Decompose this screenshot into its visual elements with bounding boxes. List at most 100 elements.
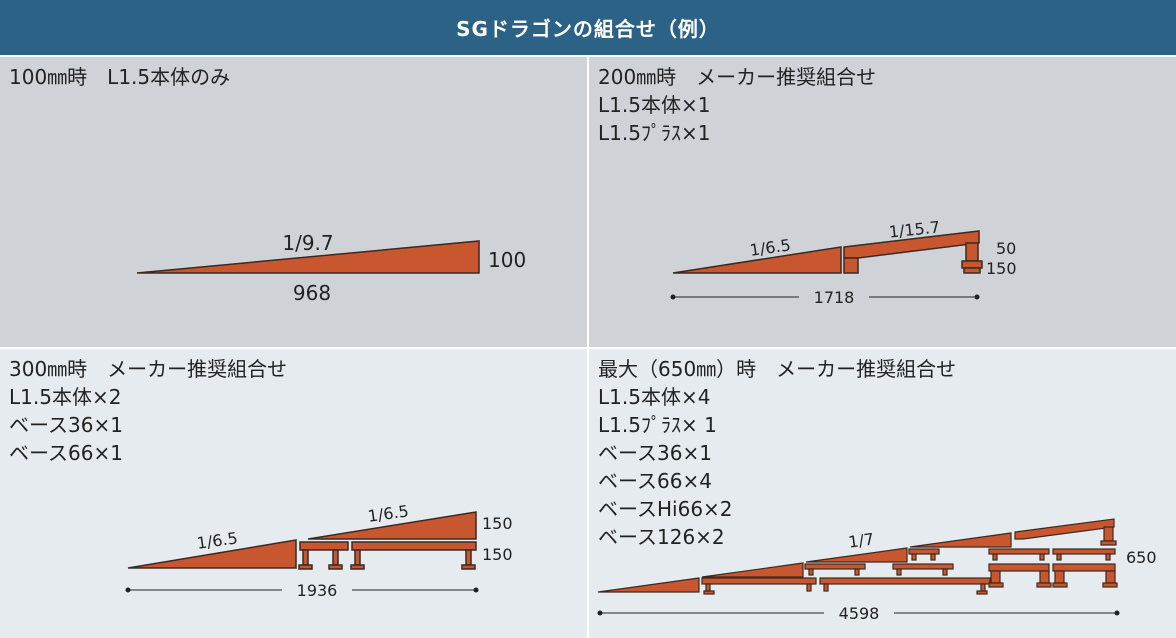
- panel-line: L1.5本体×4: [598, 385, 711, 409]
- panel-line: L1.5本体×1: [598, 93, 711, 117]
- ramp-body: [805, 547, 908, 563]
- base-leg: [911, 553, 917, 561]
- height-label: 150: [986, 259, 1017, 278]
- ramp-body: [701, 562, 804, 578]
- ramp-body: [909, 532, 1012, 548]
- base-hi-top: [988, 563, 1050, 572]
- dimension-end: [1114, 610, 1120, 616]
- base-leg: [942, 568, 948, 576]
- base-leg: [1105, 553, 1111, 561]
- base-plate: [963, 267, 981, 274]
- height-label: 650: [1126, 548, 1157, 567]
- dimension-end: [974, 294, 980, 300]
- base-36-foot: [328, 564, 343, 570]
- base-foot: [988, 582, 1004, 588]
- base-foot: [1102, 582, 1118, 588]
- base-66-leg: [465, 549, 472, 566]
- panel-text: 100㎜時 L1.5本体のみ: [9, 63, 230, 91]
- base-36-leg: [302, 549, 309, 566]
- ramp-diagram-100mm: 1/9.7 968 100: [136, 231, 526, 305]
- ramp-body: [672, 246, 842, 274]
- base-top: [908, 548, 940, 555]
- panel-300mm: 300㎜時 メーカー推奨組合せ L1.5本体×2 ベース36×1 ベース66×1…: [0, 349, 587, 638]
- height-label: 150: [482, 545, 513, 564]
- base-foot: [961, 260, 983, 269]
- base-post: [965, 242, 979, 262]
- panel-line: 最大（650㎜）時 メーカー推奨組合せ: [598, 357, 957, 381]
- base-hi-leg: [1105, 570, 1116, 584]
- panel-text: 300㎜時 メーカー推奨組合せ L1.5本体×2 ベース36×1 ベース66×1: [9, 355, 287, 467]
- base-top: [892, 563, 954, 570]
- base-top: [804, 563, 866, 570]
- base-leg: [854, 568, 860, 576]
- base-leg: [806, 583, 812, 592]
- panel-line: L1.5ﾌﾟﾗｽ×1: [598, 121, 711, 145]
- base-leg: [980, 583, 986, 592]
- base-66-foot: [350, 564, 365, 570]
- base-foot: [1052, 582, 1068, 588]
- base-36-top: [299, 541, 349, 551]
- base-36-leg: [332, 549, 339, 566]
- base-leg: [992, 553, 998, 561]
- panel-max-650mm: 最大（650㎜）時 メーカー推奨組合せ L1.5本体×4 L1.5ﾌﾟﾗｽ× 1…: [589, 349, 1176, 638]
- base-top: [988, 548, 1050, 555]
- ramp-body: [597, 577, 700, 593]
- panel-line: ベース66×4: [598, 469, 712, 493]
- slope-label: 1/7: [847, 529, 875, 551]
- panel-line: ベース36×1: [9, 413, 123, 437]
- panel-line: 200㎜時 メーカー推奨組合せ: [598, 65, 877, 89]
- ramp-body: [127, 539, 297, 569]
- base-hi-leg: [1054, 570, 1065, 584]
- dimension-end: [597, 610, 603, 616]
- base-leg: [705, 583, 711, 592]
- total-length-label: 1936: [297, 581, 338, 600]
- height-label: 50: [996, 239, 1016, 258]
- ramp-body: [136, 240, 480, 274]
- dimension-end: [125, 587, 131, 593]
- slope-label: 1/6.5: [196, 528, 239, 553]
- panel-line: ベース36×1: [598, 441, 712, 465]
- base-leg: [1039, 553, 1045, 561]
- ramp-diagram-200mm: 1/6.5 1/15.7 50 150 1718: [670, 217, 1017, 307]
- ramp-plus: [843, 230, 980, 259]
- base-leg: [896, 568, 902, 576]
- panel-line: L1.5本体×2: [9, 385, 122, 409]
- panel-line: ベースHi66×2: [598, 497, 733, 521]
- length-label: 968: [293, 281, 331, 305]
- base-foot: [1036, 582, 1052, 588]
- base-top: [1052, 548, 1116, 555]
- support-foot: [1100, 540, 1117, 546]
- base-leg: [808, 568, 814, 576]
- panel-line: ベース66×1: [9, 441, 123, 465]
- base-66-leg: [354, 549, 361, 566]
- base-hi-top: [1052, 563, 1116, 572]
- total-length-label: 1718: [814, 288, 855, 307]
- base-hi-leg: [990, 570, 1001, 584]
- height-label: 100: [488, 248, 526, 272]
- panel-text: 200㎜時 メーカー推奨組合せ L1.5本体×1 L1.5ﾌﾟﾗｽ×1: [598, 63, 876, 147]
- dimension-end: [473, 587, 479, 593]
- base-foot: [703, 590, 715, 595]
- ramp-plus: [1014, 518, 1115, 540]
- panel-line: 300㎜時 メーカー推奨組合せ: [9, 357, 288, 381]
- slope-label: 1/9.7: [282, 231, 333, 255]
- panel-line: 100㎜時 L1.5本体のみ: [9, 65, 231, 89]
- base-leg: [1056, 553, 1062, 561]
- base-top: [701, 577, 817, 585]
- height-label: 150: [482, 514, 513, 533]
- base-hi-leg: [1039, 570, 1050, 584]
- support-post: [1103, 526, 1114, 542]
- total-length-label: 4598: [839, 604, 880, 623]
- page-title: SGドラゴンの組合せ（例）: [0, 0, 1176, 55]
- base-leg: [823, 583, 829, 592]
- base-66-top: [351, 541, 477, 551]
- ramp-diagram-max: 1/7 650 4598: [597, 518, 1157, 623]
- ramp-diagram-300mm: 1/6.5 1/6.5 150 150 1936: [125, 501, 513, 600]
- panel-line: L1.5ﾌﾟﾗｽ× 1: [598, 413, 717, 437]
- base-leg: [930, 553, 936, 561]
- base-foot: [976, 590, 988, 595]
- base-top: [819, 577, 991, 585]
- ramp-support: [843, 257, 859, 274]
- panel-200mm: 200㎜時 メーカー推奨組合せ L1.5本体×1 L1.5ﾌﾟﾗｽ×1 1/6.…: [589, 57, 1176, 347]
- panel-100mm: 100㎜時 L1.5本体のみ 1/9.7 968 100: [0, 57, 587, 347]
